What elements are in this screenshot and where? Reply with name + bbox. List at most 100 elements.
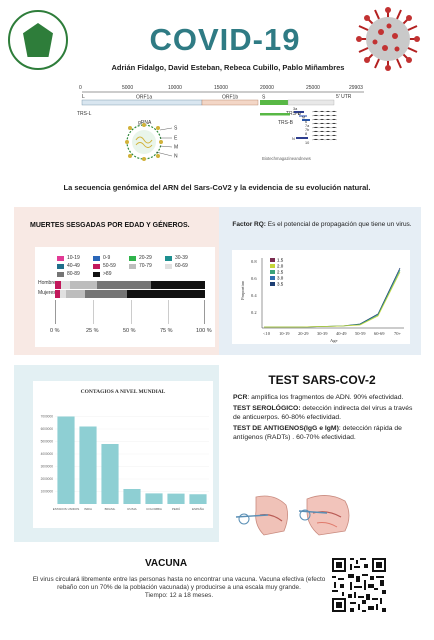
legend-label: 2.0: [277, 264, 284, 269]
gene-label: M: [302, 116, 305, 120]
virion-label: N: [174, 154, 178, 160]
x-tick: 25 %: [86, 328, 99, 334]
pencil-emblem-icon: [23, 23, 53, 57]
subtitle: La secuencia genómica del ARN del Sars-C…: [63, 183, 371, 192]
deaths-legend: 10-19 0-9 20-29 30-39 40-49 50-59 70-79 60-69 80…: [57, 255, 207, 279]
legend-item: >89: [93, 271, 129, 277]
subgenomic-m: [302, 119, 310, 121]
credit-label: Biotechmagazineandnews: [262, 156, 311, 161]
row-label: Hombres: [38, 280, 59, 286]
genome-diagram: 0 5000 10000 15000 20000 25000 29903 L 5…: [77, 85, 364, 161]
row-label: Mujeres: [38, 290, 56, 296]
x-tick: 10-19: [279, 331, 290, 336]
vacuna-title: VACUNA: [145, 558, 188, 569]
x-tick: INDIA: [84, 507, 92, 511]
x-tick: ESPAÑA: [192, 506, 204, 511]
deaths-axis: [55, 300, 205, 324]
legend-label: 1.5: [277, 258, 284, 263]
legend-label: >89: [103, 271, 112, 277]
nasal-swab-illustration-right: [297, 491, 355, 537]
bar: [189, 494, 207, 504]
deaths-title: MUERTES SESGADAS POR EDAD Y GÉNEROS.: [30, 222, 190, 229]
virion-label: M: [174, 145, 178, 151]
legend-label: 50-59: [103, 263, 116, 269]
factor-label: Factor RQ:: [232, 221, 266, 228]
tests-list: PCR: amplifica los fragmentos de ADN. 90…: [233, 393, 418, 444]
test-desc: : detección rápida de antígenos (RADTs) …: [233, 425, 402, 441]
genome-tick: 5000: [122, 85, 133, 91]
legend-swatch: [57, 271, 64, 277]
x-tick: BRASIL: [105, 507, 116, 511]
x-tick: 20-29: [298, 331, 309, 336]
legend-label: 40-49: [67, 263, 80, 269]
gene-label: 3a: [293, 107, 298, 111]
orf1a-label: ORF1a: [136, 95, 152, 101]
legend-swatch: [57, 263, 64, 269]
legend-swatch: [93, 271, 100, 277]
virion-label: S: [174, 126, 178, 132]
legend-label: 10-19: [67, 255, 80, 261]
gene-label: E: [298, 112, 301, 116]
genome-tick: 15000: [214, 85, 228, 91]
legend-item: 60-69: [165, 263, 201, 269]
rq-curve: [264, 271, 401, 328]
legend-item: 40-49: [57, 263, 93, 269]
x-tick: 30-39: [317, 331, 328, 336]
trs-l-label: TRS-L: [77, 111, 92, 117]
genome-tick: 10000: [168, 85, 182, 91]
orf1a-block: [81, 99, 203, 106]
bar: [145, 493, 163, 504]
subgenomic-n: [296, 137, 308, 139]
coronavirus-icon: [356, 7, 420, 71]
legend-item: 50-59: [93, 263, 129, 269]
trs-b-label: TRS-B: [278, 120, 294, 126]
hombres-bar: [55, 281, 205, 289]
grna-label: gRNA: [138, 120, 152, 126]
y-tick: 4000000: [41, 452, 54, 456]
orf1b-block: [201, 99, 259, 106]
legend-label: 60-69: [175, 263, 188, 269]
legend-label: 80-89: [67, 271, 80, 277]
y-axis-label: Proportion: [240, 280, 245, 300]
x-tick: <10: [263, 331, 271, 336]
test-desc: detección indirecta del virus a través d…: [233, 405, 413, 421]
chart-title: CONTAGIOS A NIVEL MUNDIAL: [80, 389, 166, 395]
bar: [79, 426, 97, 504]
x-tick: COLOMBIA: [146, 507, 162, 511]
genome-tick: 20000: [260, 85, 274, 91]
test-label: TEST SEROLÓGICO:: [233, 405, 301, 412]
nasal-swab-illustration-left: [234, 491, 292, 537]
test-pcr: PCR: amplifica los fragmentos de ADN. 90…: [233, 393, 418, 402]
legend-swatch: [93, 255, 100, 261]
vacuna-time: Tiempo: 12 a 18 meses.: [144, 592, 214, 599]
legend-item: 10-19: [57, 255, 93, 261]
bar: [57, 416, 75, 504]
factor-text: Es el potencial de propagación que tiene…: [265, 221, 412, 228]
subgenomic-e: [299, 115, 307, 117]
test-serologico: TEST SEROLÓGICO: detección indirecta del…: [233, 404, 418, 422]
genome-tick: 0: [79, 85, 82, 91]
rq-chart-plot: 0.2 0.4 0.6 0.8 <10 10-19 20-29 30-39 40…: [240, 258, 404, 343]
authors: Adrián Fidalgo, David Esteban, Rebeca Cu…: [111, 63, 345, 72]
mujeres-bar: [55, 290, 205, 298]
gene-label: 6: [305, 120, 307, 124]
y-tick: 1000000: [41, 490, 54, 494]
legend-item: 80-89: [57, 271, 93, 277]
legend-item: 70-79: [129, 263, 165, 269]
y-tick: 0.8: [251, 259, 257, 264]
school-logo: [8, 10, 68, 70]
x-tick: 75 %: [160, 328, 173, 334]
qr-code[interactable]: [330, 556, 388, 614]
x-tick: ESTADOS UNIDOS: [53, 507, 80, 511]
legend-label: 3.0: [277, 276, 284, 281]
x-tick: RUSIA: [127, 507, 136, 511]
y-tick: 0.6: [251, 276, 257, 281]
rq-curve: [264, 269, 401, 328]
trs-b-label: TRS-B: [286, 111, 302, 117]
accessory-block: [287, 99, 335, 106]
virion-label: E: [174, 136, 178, 142]
rq-chart: [232, 250, 410, 344]
vacuna-text: El virus circulará libremente entre las …: [28, 576, 330, 600]
test-antigenos: TEST DE ANTIGENOS(IgG e IgM): detección …: [233, 424, 418, 442]
bar: [101, 444, 119, 504]
